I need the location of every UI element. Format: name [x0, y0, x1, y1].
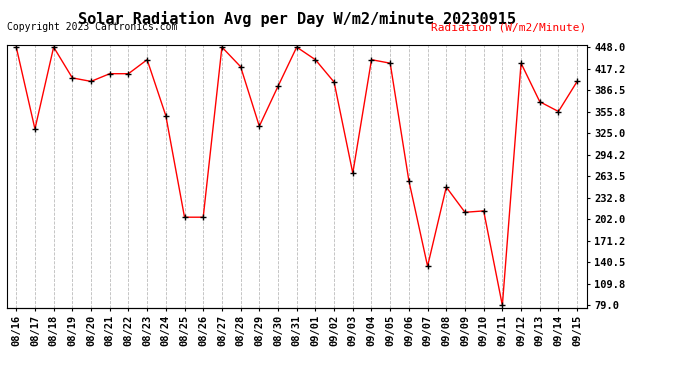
Text: Radiation (W/m2/Minute): Radiation (W/m2/Minute): [431, 22, 586, 33]
Text: Solar Radiation Avg per Day W/m2/minute 20230915: Solar Radiation Avg per Day W/m2/minute …: [78, 11, 515, 27]
Text: Copyright 2023 Cartronics.com: Copyright 2023 Cartronics.com: [7, 22, 177, 33]
